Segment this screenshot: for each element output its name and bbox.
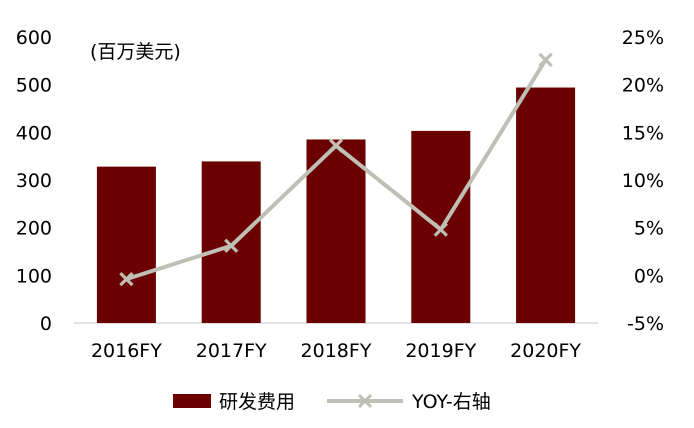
x-axis: 2016FY 2017FY 2018FY 2019FY 2020FY <box>91 340 581 362</box>
bar-series <box>96 87 576 323</box>
left-tick-label: 300 <box>16 170 52 192</box>
legend-bar-label: 研发费用 <box>219 391 295 413</box>
yoy-point-marker <box>224 238 239 253</box>
bar <box>306 139 366 323</box>
right-tick-label: 10% <box>622 170 664 192</box>
yoy-point-marker <box>119 272 134 287</box>
left-tick-label: 600 <box>16 27 52 49</box>
bar <box>516 87 576 323</box>
right-tick-label: 15% <box>622 122 664 144</box>
x-tick-label: 2016FY <box>91 340 162 362</box>
x-tick-label: 2018FY <box>301 340 372 362</box>
left-tick-label: 200 <box>16 218 52 240</box>
x-tick-label: 2017FY <box>196 340 267 362</box>
left-tick-label: 0 <box>40 313 52 335</box>
unit-label: (百万美元) <box>90 41 181 63</box>
left-tick-label: 100 <box>16 265 52 287</box>
legend-line-label: YOY-右轴 <box>411 391 491 413</box>
yoy-point-marker <box>538 52 553 68</box>
left-tick-label: 400 <box>16 122 52 144</box>
line-series <box>119 52 553 287</box>
left-tick-label: 500 <box>16 75 52 97</box>
right-tick-label: 5% <box>634 218 664 240</box>
right-tick-label: 0% <box>634 265 664 287</box>
x-tick-label: 2019FY <box>405 340 476 362</box>
legend-line-marker <box>357 393 373 409</box>
yoy-point-marker <box>433 222 448 237</box>
bar <box>201 161 261 323</box>
right-axis: -5% 0% 5% 10% 15% 20% 25% <box>622 27 664 335</box>
legend-bar-swatch <box>173 394 211 408</box>
right-tick-label: 20% <box>622 75 664 97</box>
x-tick-label: 2020FY <box>510 340 581 362</box>
legend: 研发费用 YOY-右轴 <box>173 391 491 413</box>
bar <box>96 166 156 323</box>
yoy-point-marker <box>328 138 344 153</box>
right-tick-label: 25% <box>622 27 664 49</box>
left-axis: 0 100 200 300 400 500 600 <box>16 27 52 335</box>
right-tick-label: -5% <box>627 313 664 335</box>
